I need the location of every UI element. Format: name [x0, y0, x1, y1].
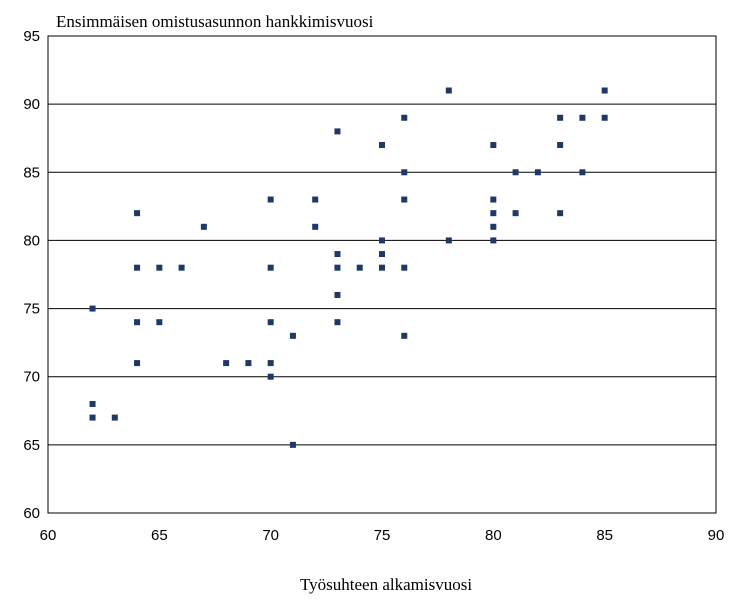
data-point	[379, 237, 385, 244]
data-point	[267, 360, 274, 367]
data-point	[334, 251, 341, 258]
data-point	[445, 237, 452, 244]
data-points	[89, 87, 608, 448]
data-point	[267, 373, 274, 380]
data-point	[89, 414, 96, 421]
data-point	[401, 114, 408, 121]
data-point	[445, 87, 452, 94]
data-point	[379, 142, 385, 149]
y-tick-label: 65	[23, 437, 40, 454]
x-tick-label: 90	[708, 527, 725, 544]
data-point	[89, 305, 96, 312]
data-point	[289, 441, 296, 448]
data-point	[512, 210, 519, 217]
data-point	[557, 210, 564, 217]
data-point	[379, 251, 385, 258]
data-point	[289, 332, 296, 339]
y-tick-label: 60	[23, 505, 40, 522]
data-point	[267, 319, 274, 326]
data-point	[490, 237, 497, 244]
x-tick-label: 60	[40, 527, 57, 544]
y-tick-label: 80	[23, 232, 40, 249]
x-tick-label: 70	[262, 527, 279, 544]
data-point	[134, 264, 141, 271]
data-point	[490, 210, 497, 217]
data-point	[111, 414, 118, 421]
y-tick-label: 75	[23, 301, 40, 318]
data-point	[601, 114, 608, 121]
data-point	[89, 400, 96, 407]
data-point	[134, 210, 141, 217]
data-point	[223, 360, 230, 367]
data-point	[490, 142, 497, 149]
data-point	[557, 114, 564, 121]
data-point	[178, 264, 185, 271]
x-axis-label: Työsuhteen alkamisvuosi	[300, 575, 472, 594]
data-point	[312, 223, 319, 230]
x-axis-ticks: 60 65 70 75 80 85 90	[40, 527, 725, 544]
y-tick-label: 85	[23, 164, 40, 181]
data-point	[579, 169, 586, 176]
data-point	[401, 196, 408, 203]
data-point	[401, 264, 408, 271]
data-point	[312, 196, 319, 203]
data-point	[534, 169, 541, 176]
data-point	[200, 223, 207, 230]
y-tick-label: 90	[23, 96, 40, 113]
data-point	[379, 264, 385, 271]
data-point	[267, 264, 274, 271]
x-tick-label: 80	[485, 527, 502, 544]
data-point	[512, 169, 519, 176]
data-point	[134, 319, 141, 326]
x-tick-label: 75	[374, 527, 391, 544]
data-point	[267, 196, 274, 203]
data-point	[334, 128, 341, 135]
data-point	[579, 114, 586, 121]
data-point	[334, 264, 341, 271]
data-point	[156, 264, 163, 271]
y-tick-label: 70	[23, 369, 40, 386]
x-tick-label: 85	[596, 527, 613, 544]
y-axis-ticks: 60 65 70 75 80 85 90 95	[23, 28, 40, 522]
plot-area-frame	[47, 35, 717, 514]
data-point	[134, 360, 141, 367]
data-point	[334, 291, 341, 298]
data-point	[245, 360, 252, 367]
data-point	[490, 223, 497, 230]
data-point	[334, 319, 341, 326]
data-point	[356, 264, 363, 271]
data-point	[557, 142, 564, 149]
data-point	[401, 169, 408, 176]
data-point	[490, 196, 497, 203]
y-axis-label: Ensimmäisen omistusasunnon hankkimisvuos…	[56, 12, 374, 31]
x-tick-label: 65	[151, 527, 168, 544]
y-tick-label: 95	[23, 28, 40, 45]
data-point	[601, 87, 608, 94]
gridlines	[48, 103, 716, 446]
data-point	[401, 332, 408, 339]
data-point	[156, 319, 163, 326]
